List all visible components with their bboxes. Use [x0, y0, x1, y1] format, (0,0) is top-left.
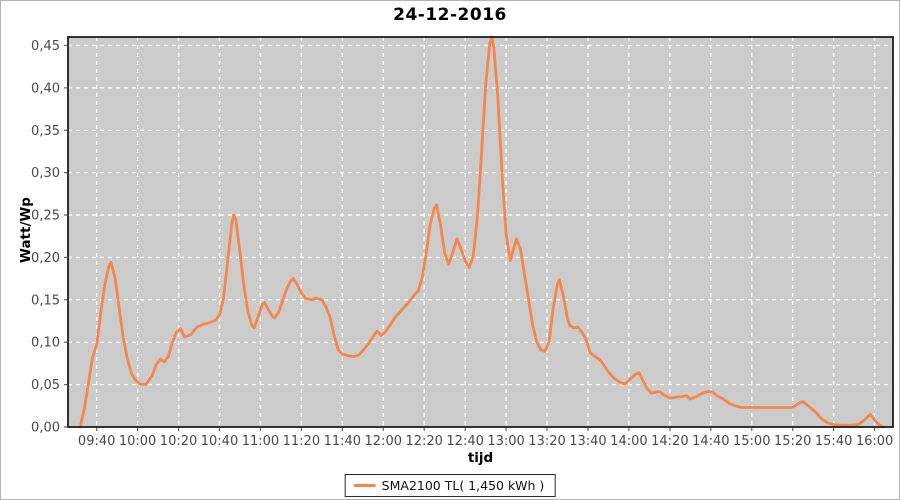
x-tick-label: 15:00	[733, 434, 770, 449]
x-tick-label: 13:00	[487, 434, 524, 449]
x-tick-label: 14:00	[610, 434, 647, 449]
x-tick-label: 12:20	[405, 434, 442, 449]
x-tick-label: 15:40	[815, 434, 852, 449]
plot-border	[67, 36, 894, 428]
x-tick-label: 13:40	[569, 434, 606, 449]
y-tick-label: 0,45	[31, 39, 60, 54]
y-tick-label: 0,00	[31, 421, 60, 436]
y-tick-label: 0,30	[31, 166, 60, 181]
plot-background	[68, 37, 893, 427]
y-tick-label: 0,05	[31, 378, 60, 393]
x-tick-label: 11:40	[324, 434, 361, 449]
legend: SMA2100 TL( 1,450 kWh )	[344, 474, 556, 497]
x-axis-title: tijd	[467, 450, 494, 466]
y-tick-label: 0,15	[31, 293, 60, 308]
y-tick-label: 0,20	[31, 251, 60, 266]
legend-label: SMA2100 TL( 1,450 kWh )	[381, 478, 545, 493]
legend-line-swatch	[353, 484, 376, 487]
y-axis-title: Watt/Wp	[18, 197, 34, 263]
y-tick-label: 0,35	[31, 124, 60, 139]
x-tick-label: 12:00	[365, 434, 402, 449]
y-tick-label: 0,40	[31, 81, 60, 96]
x-tick-label: 16:00	[856, 434, 893, 449]
x-tick-label: 15:20	[774, 434, 811, 449]
series-line	[78, 35, 885, 429]
x-tick-label: 10:40	[201, 434, 238, 449]
x-tick-label: 11:00	[242, 434, 279, 449]
x-tick-label: 13:20	[528, 434, 565, 449]
x-tick-label: 14:40	[692, 434, 729, 449]
x-tick-label: 12:40	[446, 434, 483, 449]
chart-title: 24-12-2016	[393, 5, 507, 25]
y-tick-label: 0,25	[31, 209, 60, 224]
x-tick-label: 14:20	[651, 434, 688, 449]
y-tick-label: 0,10	[31, 336, 60, 351]
x-tick-label: 10:00	[119, 434, 156, 449]
x-tick-label: 11:20	[283, 434, 320, 449]
x-tick-label: 10:20	[160, 434, 197, 449]
x-tick-label: 09:40	[78, 434, 115, 449]
